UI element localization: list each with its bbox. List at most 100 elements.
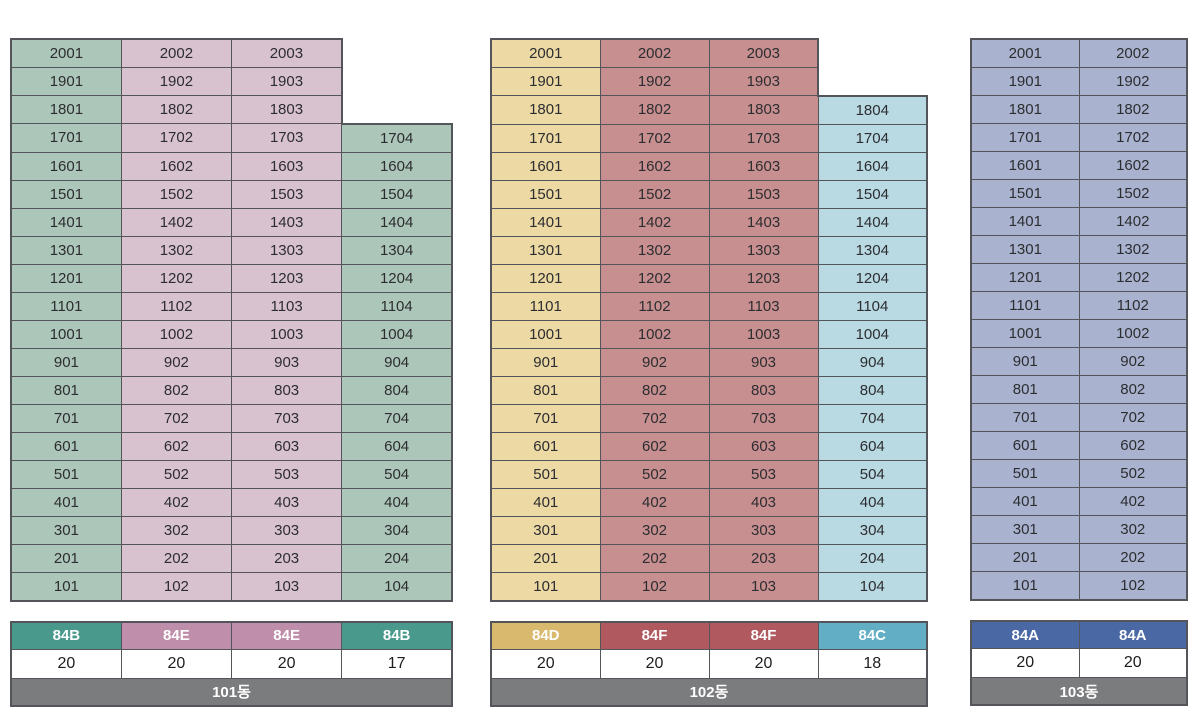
- unit-count-cell: 18: [817, 648, 928, 679]
- unit-cell: 601: [9, 431, 122, 461]
- building-101-summary-table: 84B 84E 84E 84B 20 20 20 17 101동: [9, 620, 454, 707]
- unit-cell: 2002: [120, 38, 233, 68]
- unit-cell: 503: [708, 459, 819, 489]
- unit-cell: 1702: [599, 123, 710, 153]
- unit-count-cell: 20: [1078, 648, 1188, 678]
- unit-cell: 604: [341, 431, 454, 461]
- unit-cell: 1201: [490, 263, 601, 293]
- unit-cell: 802: [599, 375, 710, 405]
- unit-cell: 1502: [120, 179, 233, 209]
- unit-type-cell: 84E: [230, 620, 343, 650]
- unit-cell: 1002: [599, 319, 710, 349]
- unit-cell: 1604: [817, 151, 928, 181]
- unit-cell: 702: [120, 403, 233, 433]
- unit-cell: 901: [9, 347, 122, 377]
- unit-cell: 801: [970, 375, 1080, 404]
- unit-cell: 1404: [341, 207, 454, 237]
- unit-cell: 1702: [1078, 123, 1188, 152]
- building-101: 2001 2002 2003 1901 1902 1903 1801 1802 1803 1701…: [9, 38, 454, 707]
- unit-cell: 1602: [120, 151, 233, 181]
- unit-cell: 1002: [120, 319, 233, 349]
- unit-cell: 1003: [708, 319, 819, 349]
- unit-cell: 102: [120, 571, 233, 602]
- unit-cell: 601: [490, 431, 601, 461]
- unit-cell: 902: [599, 347, 710, 377]
- unit-cell: 704: [341, 403, 454, 433]
- unit-type-cell: 84B: [9, 620, 122, 650]
- unit-cell: 1502: [1078, 179, 1188, 208]
- unit-cell: 1303: [230, 235, 343, 265]
- unit-cell: 1802: [120, 95, 233, 124]
- unit-cell: 1401: [490, 207, 601, 237]
- unit-cell: 203: [230, 543, 343, 573]
- unit-cell: 1102: [1078, 291, 1188, 320]
- unit-cell: 1502: [599, 179, 710, 209]
- empty-cell: [818, 39, 927, 68]
- unit-cell: 403: [708, 487, 819, 517]
- unit-cell: 103: [230, 571, 343, 602]
- unit-cell: 1901: [970, 67, 1080, 96]
- unit-cell: 602: [599, 431, 710, 461]
- unit-cell: 303: [230, 515, 343, 545]
- unit-cell: 901: [490, 347, 601, 377]
- building-103-stack-table: 2001 2002 1901 1902 1801 1802 1701 1702 1601 1602…: [970, 38, 1188, 601]
- unit-cell: 703: [708, 403, 819, 433]
- unit-cell: 801: [490, 375, 601, 405]
- unit-cell: 1703: [708, 123, 819, 153]
- unit-cell: 101: [490, 571, 601, 602]
- unit-cell: 602: [1078, 431, 1188, 460]
- unit-cell: 101: [9, 571, 122, 602]
- unit-cell: 301: [490, 515, 601, 545]
- unit-cell: 1803: [708, 95, 819, 125]
- unit-cell: 1004: [341, 319, 454, 349]
- unit-cell: 603: [708, 431, 819, 461]
- unit-cell: 104: [817, 571, 928, 602]
- unit-cell: 604: [817, 431, 928, 461]
- unit-cell: 1201: [970, 263, 1080, 292]
- unit-cell: 704: [817, 403, 928, 433]
- unit-cell: 201: [490, 543, 601, 573]
- unit-cell: 1601: [9, 151, 122, 181]
- unit-count-cell: 17: [341, 648, 454, 679]
- unit-cell: 1002: [1078, 319, 1188, 348]
- unit-cell: 1003: [230, 319, 343, 349]
- unit-cell: 901: [970, 347, 1080, 376]
- unit-cell: 1103: [708, 291, 819, 321]
- unit-cell: 1602: [1078, 151, 1188, 180]
- unit-cell: 304: [341, 515, 454, 545]
- unit-cell: 1104: [817, 291, 928, 321]
- unit-cell: 702: [599, 403, 710, 433]
- unit-cell: 802: [120, 375, 233, 405]
- unit-cell: 701: [970, 403, 1080, 432]
- unit-cell: 1201: [9, 263, 122, 293]
- unit-cell: 1301: [490, 235, 601, 265]
- unit-cell: 401: [490, 487, 601, 517]
- unit-cell: 801: [9, 375, 122, 405]
- unit-cell: 1802: [599, 95, 710, 125]
- unit-cell: 2002: [1078, 38, 1188, 68]
- unit-cell: 1701: [9, 123, 122, 153]
- unit-cell: 404: [341, 487, 454, 517]
- unit-cell: 1202: [599, 263, 710, 293]
- unit-count-cell: 20: [708, 648, 819, 679]
- unit-cell: 1204: [341, 263, 454, 293]
- unit-cell: 1403: [708, 207, 819, 237]
- building-name-bar: 103동: [970, 677, 1188, 706]
- building-name-bar: 102동: [490, 677, 928, 707]
- unit-cell: 1503: [708, 179, 819, 209]
- unit-cell: 501: [9, 459, 122, 489]
- unit-cell: 804: [341, 375, 454, 405]
- unit-type-cell: 84F: [599, 620, 710, 650]
- unit-cell: 1501: [970, 179, 1080, 208]
- unit-cell: 703: [230, 403, 343, 433]
- unit-cell: 2001: [970, 38, 1080, 68]
- unit-cell: 1903: [230, 67, 343, 96]
- unit-cell: 1901: [490, 67, 601, 96]
- unit-cell: 1401: [9, 207, 122, 237]
- unit-cell: 1202: [120, 263, 233, 293]
- unit-cell: 2002: [599, 38, 710, 68]
- unit-count-cell: 20: [970, 648, 1080, 678]
- unit-cell: 1402: [599, 207, 710, 237]
- unit-cell: 304: [817, 515, 928, 545]
